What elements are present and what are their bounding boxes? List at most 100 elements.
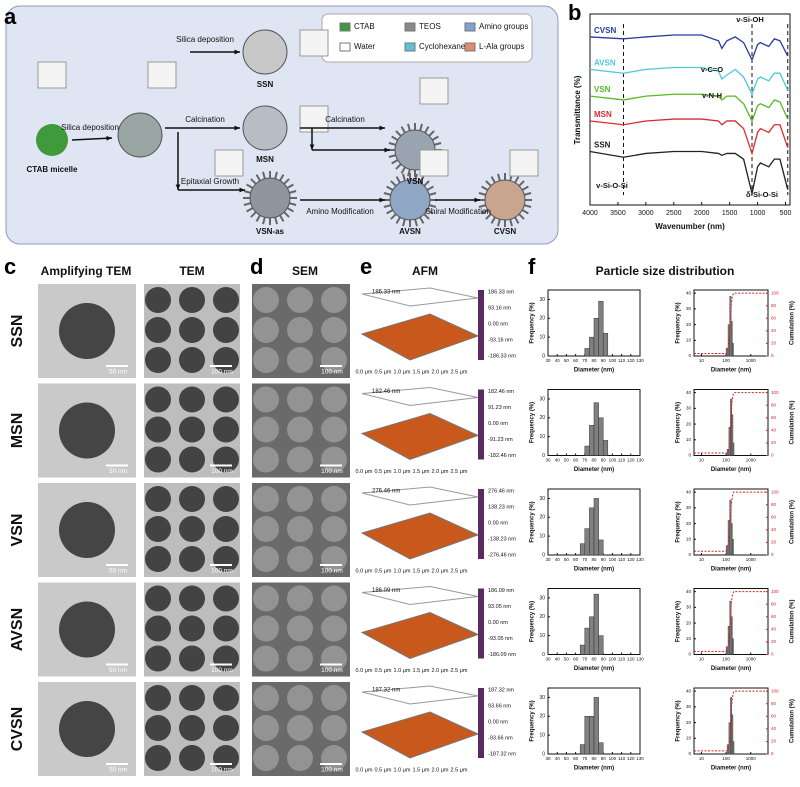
particle-image	[287, 486, 313, 512]
histogram-bar	[598, 742, 604, 755]
plot-frame	[589, 13, 791, 206]
histogram-bar	[602, 333, 609, 357]
label: 0	[771, 552, 774, 557]
label: 20	[539, 515, 545, 521]
label: 0.5 μm	[375, 668, 392, 674]
particle-image	[145, 386, 171, 413]
particle-image	[145, 645, 171, 672]
particle-image	[213, 615, 239, 642]
label: 2000	[694, 210, 710, 217]
particle-image	[179, 645, 205, 672]
particle-image	[213, 416, 239, 443]
label: Diameter (nm)	[574, 766, 614, 772]
label: 20	[539, 415, 545, 421]
histogram-bar	[732, 638, 734, 655]
label: 30	[545, 557, 551, 562]
label: 2.5 μm	[451, 469, 468, 475]
label: 10	[699, 657, 705, 662]
afm-surface	[360, 711, 480, 759]
label: CTAB	[354, 22, 375, 31]
label: 0	[771, 652, 774, 657]
label: 100 nm	[211, 369, 233, 376]
particle-image	[287, 317, 313, 343]
particle-image	[179, 446, 205, 473]
label: Epitaxial Growth	[181, 177, 239, 186]
label: 2.5 μm	[451, 668, 468, 674]
label: MSN	[9, 413, 26, 449]
histogram-bar	[589, 716, 595, 755]
label: 30	[686, 704, 692, 709]
label: Diameter (nm)	[711, 666, 751, 672]
cumulative-line	[694, 292, 768, 354]
label: 0.00 nm	[488, 520, 508, 526]
label: 10	[539, 633, 545, 639]
particle-image	[179, 585, 205, 612]
label: AVSN	[9, 608, 26, 651]
label: 182.46 nm	[488, 389, 514, 395]
particle-image	[321, 386, 347, 413]
histogram-bar	[593, 498, 599, 556]
particle-image	[179, 287, 205, 313]
label: 100	[609, 358, 617, 363]
label: 1.5 μm	[413, 568, 430, 574]
histogram-bar	[593, 593, 599, 655]
particle-image	[253, 347, 279, 373]
label: 0	[688, 751, 691, 756]
particle-image	[59, 701, 115, 757]
histogram-bar	[579, 644, 586, 655]
label: Frequency (%)	[676, 601, 682, 642]
histogram-bar	[731, 414, 734, 456]
label: MSN	[256, 155, 274, 164]
histogram-bar	[593, 697, 599, 755]
label: Frequency (%)	[530, 501, 536, 542]
label: Cumulation (%)	[790, 401, 796, 445]
histogram-bar	[730, 398, 732, 456]
histogram-bar	[593, 402, 599, 456]
particle-image	[287, 386, 313, 413]
particle-image	[287, 287, 313, 313]
label: Diameter (nm)	[574, 368, 614, 374]
label: 0	[688, 453, 691, 458]
arrowhead	[474, 197, 480, 203]
label: 100 nm	[211, 767, 233, 774]
label: CVSN	[9, 707, 26, 751]
particle-image	[287, 685, 313, 711]
label: AVSN	[594, 58, 616, 67]
label: 10	[699, 358, 705, 363]
label: 0	[771, 751, 774, 756]
label: 50	[564, 358, 570, 363]
particle-image	[213, 287, 239, 313]
label: 80	[771, 402, 777, 407]
colorbar	[478, 389, 484, 460]
label: 50 nm	[109, 568, 127, 575]
label: 70	[582, 657, 588, 662]
histogram-bar	[732, 741, 735, 755]
label: L-Ala groups	[479, 42, 524, 51]
label: 1.0 μm	[394, 369, 411, 375]
label: 20	[539, 316, 545, 322]
particle-image	[179, 416, 205, 443]
particle-image	[321, 317, 347, 343]
label: 130	[636, 557, 644, 562]
label: Particle size distribution	[596, 264, 735, 278]
label: Chiral Modification	[425, 207, 491, 216]
label: MSN	[594, 110, 612, 119]
label: 50 nm	[109, 468, 127, 475]
particle-image	[145, 287, 171, 313]
pore-cartoon	[147, 61, 177, 89]
pore-cartoon	[299, 29, 329, 57]
particle-image	[145, 715, 171, 741]
label: Frequency (%)	[676, 402, 682, 443]
label: 1500	[722, 210, 738, 217]
label: 0.0 μm	[356, 469, 373, 475]
label: 100 nm	[321, 568, 343, 575]
label: 2500	[666, 210, 682, 217]
arrowhead	[379, 125, 385, 131]
particle-image	[287, 516, 313, 542]
label: CTAB micelle	[27, 165, 79, 174]
legend-swatch	[464, 42, 476, 52]
label: 100	[771, 390, 779, 395]
legend-swatch	[339, 22, 351, 32]
panel-label: b	[568, 0, 581, 25]
particle-image	[145, 347, 171, 373]
